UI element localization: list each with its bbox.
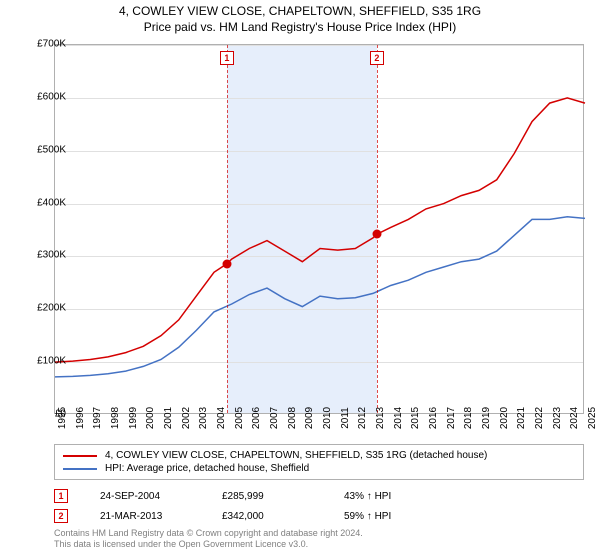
event-hpi: 59% ↑ HPI (344, 511, 434, 522)
series-hpi (55, 217, 585, 377)
y-axis-label: £600K (6, 91, 66, 102)
x-axis-label: 2006 (251, 407, 262, 429)
title-line-2: Price paid vs. HM Land Registry's House … (0, 20, 600, 34)
event-marker-icon: 1 (54, 489, 68, 503)
y-axis-label: £700K (6, 39, 66, 50)
y-axis-label: £300K (6, 250, 66, 261)
footnote-line-2: This data is licensed under the Open Gov… (54, 539, 584, 550)
x-axis-label: 2001 (163, 407, 174, 429)
event-date: 21-MAR-2013 (100, 511, 190, 522)
x-axis-label: 1995 (57, 407, 68, 429)
footnote-line-1: Contains HM Land Registry data © Crown c… (54, 528, 584, 539)
x-axis-label: 2021 (516, 407, 527, 429)
x-axis-label: 2019 (481, 407, 492, 429)
footnote: Contains HM Land Registry data © Crown c… (54, 528, 584, 551)
legend-swatch (63, 455, 97, 457)
event-marker-icon: 2 (54, 509, 68, 523)
legend-label: 4, COWLEY VIEW CLOSE, CHAPELTOWN, SHEFFI… (105, 450, 487, 461)
x-axis-label: 1999 (128, 407, 139, 429)
legend-swatch (63, 468, 97, 470)
x-axis-label: 2022 (534, 407, 545, 429)
chart-svg (55, 45, 583, 413)
event-date: 24-SEP-2004 (100, 491, 190, 502)
event-price: £285,999 (222, 491, 312, 502)
marker-flag: 1 (220, 51, 234, 65)
x-axis-label: 2017 (446, 407, 457, 429)
marker-flag: 2 (370, 51, 384, 65)
x-axis-label: 2007 (269, 407, 280, 429)
x-axis-label: 2010 (322, 407, 333, 429)
event-row: 1 24-SEP-2004 £285,999 43% ↑ HPI (54, 486, 584, 506)
x-axis-label: 2025 (587, 407, 598, 429)
event-price: £342,000 (222, 511, 312, 522)
x-axis-label: 2013 (375, 407, 386, 429)
event-hpi: 43% ↑ HPI (344, 491, 434, 502)
x-axis-label: 2023 (552, 407, 563, 429)
chart-title: 4, COWLEY VIEW CLOSE, CHAPELTOWN, SHEFFI… (0, 0, 600, 34)
x-axis-label: 2000 (145, 407, 156, 429)
x-axis-label: 2014 (393, 407, 404, 429)
x-axis-label: 2004 (216, 407, 227, 429)
x-axis-label: 2012 (357, 407, 368, 429)
x-axis-label: 2003 (198, 407, 209, 429)
y-axis-label: £500K (6, 144, 66, 155)
x-axis-label: 1996 (75, 407, 86, 429)
legend-item-hpi: HPI: Average price, detached house, Shef… (63, 462, 575, 475)
y-axis-label: £100K (6, 356, 66, 367)
x-axis-label: 2015 (410, 407, 421, 429)
x-axis-label: 1998 (110, 407, 121, 429)
marker-dot (372, 230, 381, 239)
event-row: 2 21-MAR-2013 £342,000 59% ↑ HPI (54, 506, 584, 526)
x-axis-label: 2020 (499, 407, 510, 429)
x-axis-label: 2016 (428, 407, 439, 429)
x-axis-label: 2009 (304, 407, 315, 429)
x-axis-label: 2002 (181, 407, 192, 429)
x-axis-label: 2018 (463, 407, 474, 429)
title-line-1: 4, COWLEY VIEW CLOSE, CHAPELTOWN, SHEFFI… (0, 4, 600, 18)
events-table: 1 24-SEP-2004 £285,999 43% ↑ HPI 2 21-MA… (54, 486, 584, 526)
marker-dot (222, 259, 231, 268)
chart-plot-area: 12 (54, 44, 584, 414)
legend-label: HPI: Average price, detached house, Shef… (105, 463, 309, 474)
x-axis-label: 2024 (569, 407, 580, 429)
x-axis-label: 2008 (287, 407, 298, 429)
x-axis-label: 2005 (234, 407, 245, 429)
x-axis-label: 1997 (92, 407, 103, 429)
series-property (55, 98, 585, 362)
legend: 4, COWLEY VIEW CLOSE, CHAPELTOWN, SHEFFI… (54, 444, 584, 480)
y-axis-label: £200K (6, 303, 66, 314)
legend-item-property: 4, COWLEY VIEW CLOSE, CHAPELTOWN, SHEFFI… (63, 449, 575, 462)
x-axis-label: 2011 (340, 407, 351, 429)
y-axis-label: £400K (6, 197, 66, 208)
